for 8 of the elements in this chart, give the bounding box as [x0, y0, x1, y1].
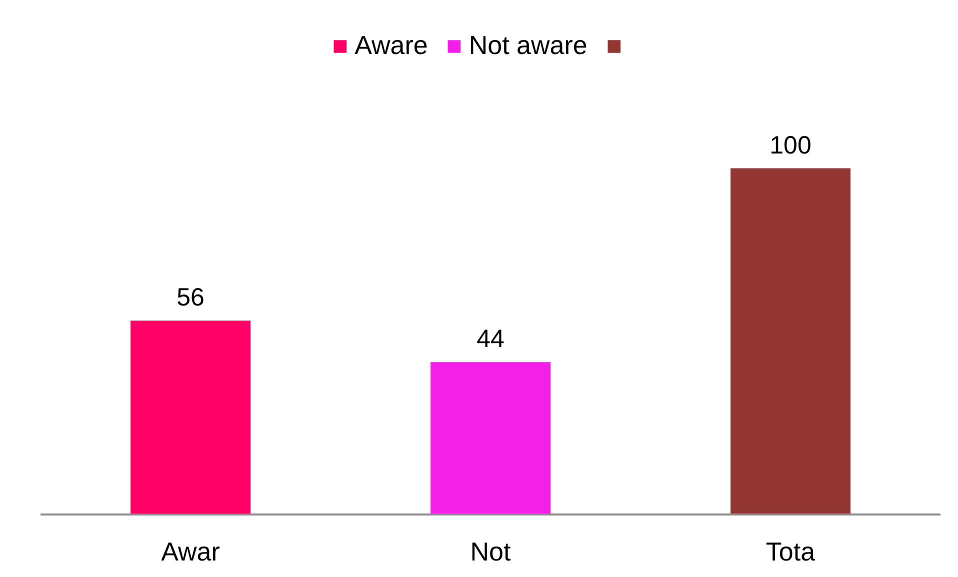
- legend-label: Not aware: [468, 30, 588, 61]
- legend-label: Aware: [354, 30, 428, 61]
- x-tick-label: Awar: [161, 536, 220, 566]
- data-label: 44: [476, 325, 504, 354]
- x-tick-label: Not: [470, 536, 512, 566]
- x-tick-label: Tota: [766, 536, 816, 566]
- data-label: 100: [770, 131, 812, 160]
- data-label: 56: [176, 284, 204, 312]
